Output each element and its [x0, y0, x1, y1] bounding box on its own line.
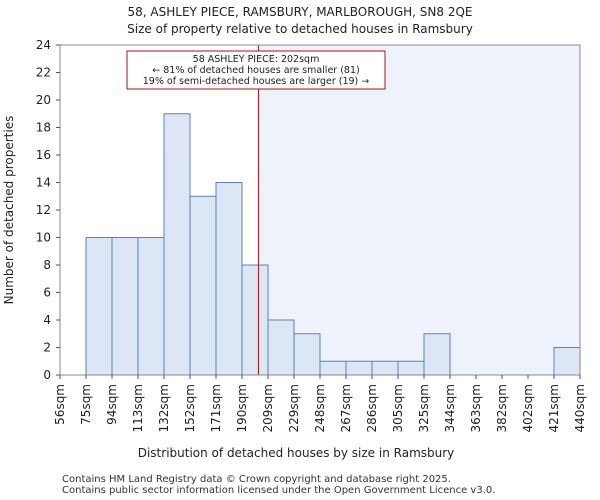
x-tick-label: 248sqm — [313, 384, 327, 432]
x-tick-label: 421sqm — [547, 384, 561, 432]
x-tick-label: 363sqm — [469, 384, 483, 432]
x-tick-label: 132sqm — [157, 384, 171, 432]
y-axis-label: Number of detached properties — [2, 116, 16, 305]
y-tick-label: 4 — [43, 313, 51, 327]
histogram-bar — [397, 360, 425, 376]
x-tick-label: 382sqm — [495, 384, 509, 432]
histogram-bar — [241, 264, 269, 376]
y-tick-label: 10 — [36, 231, 51, 245]
y-tick-label: 6 — [43, 286, 51, 300]
x-tick-label: 113sqm — [131, 384, 145, 432]
x-axis-label: Distribution of detached houses by size … — [138, 446, 455, 460]
x-tick-label: 56sqm — [53, 384, 67, 425]
histogram-bar — [215, 182, 243, 376]
footer-copyright: Contains HM Land Registry data © Crown c… — [62, 474, 451, 485]
x-tick-label: 171sqm — [209, 384, 223, 432]
histogram-bar — [111, 237, 139, 376]
x-tick-label: 440sqm — [573, 384, 587, 432]
y-tick-label: 18 — [36, 121, 51, 135]
y-tick-label: 24 — [36, 38, 51, 52]
histogram-bar — [345, 360, 373, 376]
y-tick-label: 16 — [36, 148, 51, 162]
x-tick-label: 152sqm — [183, 384, 197, 432]
y-tick-label: 22 — [36, 66, 51, 80]
chart-title: 58, ASHLEY PIECE, RAMSBURY, MARLBOROUGH,… — [127, 5, 473, 19]
histogram-bar — [553, 347, 581, 376]
x-tick-label: 325sqm — [417, 384, 431, 432]
histogram-bar — [163, 113, 191, 376]
annotation-title: 58 ASHLEY PIECE: 202sqm — [193, 54, 320, 65]
histogram-bar — [423, 333, 451, 376]
x-tick-label: 286sqm — [365, 384, 379, 432]
histogram-bar — [319, 360, 347, 376]
y-tick-label: 12 — [36, 203, 51, 217]
x-tick-label: 190sqm — [235, 384, 249, 432]
x-tick-label: 209sqm — [261, 384, 275, 432]
x-tick-label: 75sqm — [79, 384, 93, 425]
y-tick-label: 8 — [43, 258, 51, 272]
histogram-bar — [267, 319, 295, 376]
x-tick-label: 402sqm — [521, 384, 535, 432]
histogram-bar — [137, 237, 165, 376]
annotation-box — [126, 50, 386, 90]
annotation-larger-text: 19% of semi-detached houses are larger (… — [143, 76, 370, 87]
annotation-smaller-text: ← 81% of detached houses are smaller (81… — [152, 65, 359, 76]
x-tick-label: 344sqm — [443, 384, 457, 432]
footer-licence: Contains public sector information licen… — [62, 485, 496, 496]
x-tick-label: 229sqm — [287, 384, 301, 432]
chart-subtitle: Size of property relative to detached ho… — [127, 22, 473, 36]
y-tick-label: 14 — [36, 176, 51, 190]
histogram-bar — [293, 333, 321, 376]
x-tick-label: 94sqm — [105, 384, 119, 425]
x-tick-label: 267sqm — [339, 384, 353, 432]
histogram-bar — [371, 360, 399, 376]
histogram-bar — [85, 237, 113, 376]
larger-region-shade — [258, 45, 580, 375]
y-tick-label: 2 — [43, 341, 51, 355]
histogram-bar — [189, 195, 217, 376]
x-tick-label: 305sqm — [391, 384, 405, 432]
y-tick-label: 20 — [36, 93, 51, 107]
y-tick-label: 0 — [43, 368, 51, 382]
